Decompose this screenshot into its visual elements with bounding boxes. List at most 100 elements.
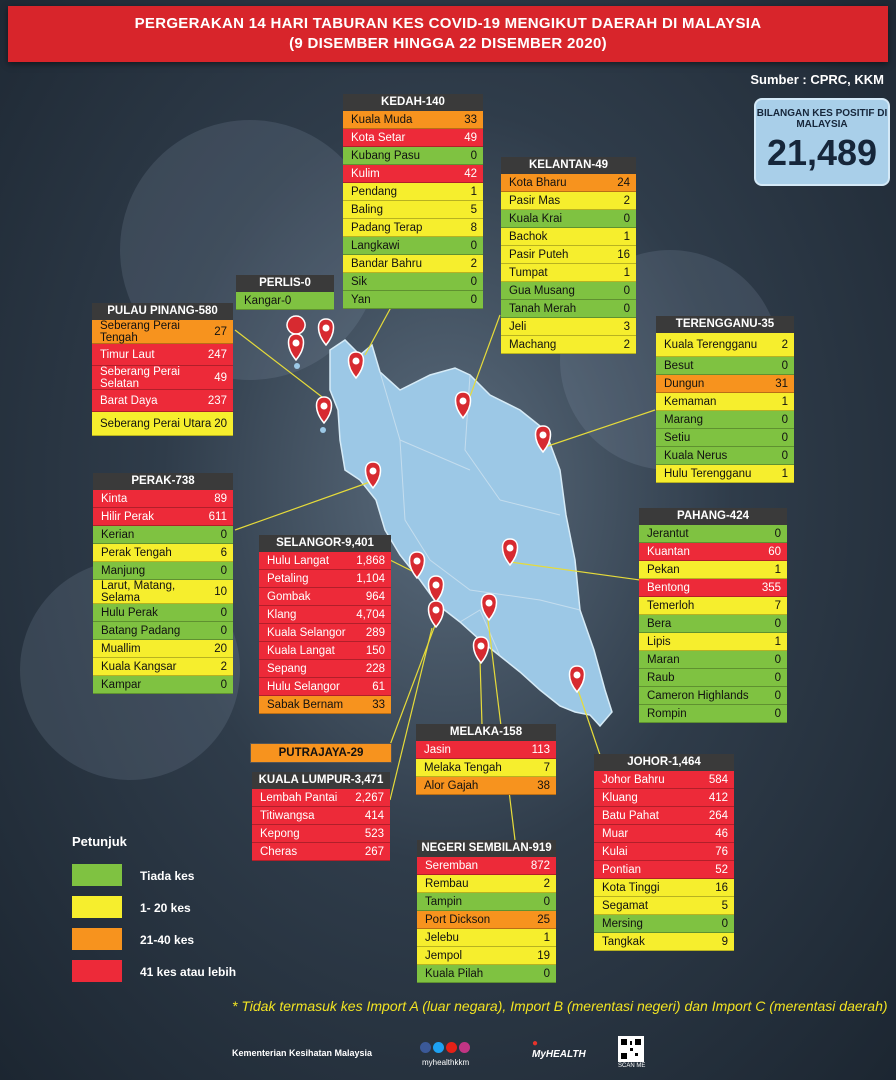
district-count: 355 [761, 581, 781, 594]
state-title: NEGERI SEMBILAN-919 [417, 840, 556, 857]
district-count: 150 [365, 644, 385, 657]
state-title: TERENGGANU-35 [656, 316, 794, 333]
district-row: Jeli 3 [501, 318, 636, 336]
district-name: Alor Gajah [424, 779, 479, 792]
district-name: Manjung [101, 564, 146, 577]
pin-penang-south-icon [315, 396, 333, 424]
district-count: 6 [220, 546, 227, 559]
table-pahang: PAHANG-424 Jerantut 0 Kuantan 60 Pekan 1 Benton… [639, 508, 787, 723]
district-count: 76 [715, 845, 728, 858]
district-count: 2 [623, 338, 630, 351]
district-count: 584 [708, 773, 728, 786]
district-count: 61 [372, 680, 385, 693]
district-name: Tanah Merah [509, 302, 577, 315]
total-cases-box: BILANGAN KES POSITIF DI MALAYSIA 21,489 [754, 98, 890, 186]
district-row: Titiwangsa 414 [252, 807, 390, 825]
district-row: Lembah Pantai 2,267 [252, 789, 390, 807]
district-count: 0 [470, 149, 477, 162]
table-pulau-pinang: PULAU PINANG-580 Seberang Perai Tengah 27 T… [92, 303, 233, 436]
district-row: Alor Gajah 38 [416, 777, 556, 795]
district-row: Kuala Terengganu 2 [656, 333, 794, 357]
district-count: 4,704 [356, 608, 385, 621]
district-name: Hulu Selangor [267, 680, 340, 693]
district-name: Seberang Perai Selatan [100, 365, 180, 390]
district-name: Gua Musang [509, 284, 575, 297]
district-count: 0 [781, 431, 788, 444]
district-name: Hulu Langat [267, 554, 330, 567]
district-row: Kuala Muda 33 [343, 111, 483, 129]
district-row: Manjung 0 [93, 562, 233, 580]
district-row: Kuala Langat 150 [259, 642, 391, 660]
table-melaka: MELAKA-158 Jasin 113 Melaka Tengah 7 Alor Gaj… [416, 724, 556, 795]
district-row: Bachok 1 [501, 228, 636, 246]
youtube-icon[interactable] [446, 1042, 457, 1053]
district-count: 27 [214, 325, 227, 338]
social-icons[interactable] [420, 1040, 472, 1058]
district-row: Bera 0 [639, 615, 787, 633]
district-name: Johor Bahru [602, 773, 665, 786]
district-count: 52 [715, 863, 728, 876]
district-row: Temerloh 7 [639, 597, 787, 615]
district-row: Batang Padang 0 [93, 622, 233, 640]
district-count: 8 [470, 221, 477, 234]
district-count: 10 [214, 585, 227, 598]
district-name: Perak Tengah [101, 546, 172, 559]
district-name: Klang [267, 608, 297, 621]
qr-code-icon[interactable] [618, 1036, 644, 1062]
district-count: 1,104 [356, 572, 385, 585]
district-row: Setiu 0 [656, 429, 794, 447]
table-johor: JOHOR-1,464 Johor Bahru 584 Kluang 412 Batu P… [594, 754, 734, 951]
district-name: Kangar-0 [244, 294, 292, 307]
district-row: Muar 46 [594, 825, 734, 843]
pin-pahang-icon [501, 538, 519, 566]
district-name: Cameron Highlands [647, 689, 749, 702]
district-name: Kluang [602, 791, 638, 804]
twitter-icon[interactable] [433, 1042, 444, 1053]
district-name: Kuala Selangor [267, 626, 346, 639]
district-row: Melaka Tengah 7 [416, 759, 556, 777]
legend-label-red: 41 kes atau lebih [140, 965, 237, 979]
district-count: 0 [774, 671, 781, 684]
pin-kl-icon [427, 575, 445, 603]
district-count: 2 [623, 194, 630, 207]
district-count: 0 [774, 527, 781, 540]
district-count: 25 [537, 913, 550, 926]
district-row: Kuala Selangor 289 [259, 624, 391, 642]
district-name: Hulu Terengganu [664, 467, 752, 480]
district-count: 20 [214, 642, 227, 655]
table-putrajaya: PUTRAJAYA-29 [250, 743, 392, 763]
state-title: SELANGOR-9,401 [259, 535, 391, 552]
district-row: Machang 2 [501, 336, 636, 354]
district-row: Raub 0 [639, 669, 787, 687]
district-count: 964 [365, 590, 385, 603]
district-count: 264 [708, 809, 728, 822]
district-row: Langkawi 0 [343, 237, 483, 255]
district-name: Timur Laut [100, 348, 155, 361]
district-row: Hulu Selangor 61 [259, 678, 391, 696]
district-count: 33 [372, 698, 385, 711]
district-name: Pasir Mas [509, 194, 561, 207]
district-row: Pasir Puteh 16 [501, 246, 636, 264]
district-name: Kemaman [664, 395, 717, 408]
district-name: Pontian [602, 863, 642, 876]
district-row: Rompin 0 [639, 705, 787, 723]
legend-swatch-green [72, 864, 122, 886]
district-count: 16 [715, 881, 728, 894]
table-negeri-sembilan: NEGERI SEMBILAN-919 Seremban 872 Rembau 2 Tam… [417, 840, 556, 983]
district-row: Kangar-0 [236, 292, 334, 310]
district-name: Port Dickson [425, 913, 491, 926]
district-name: Titiwangsa [260, 809, 315, 822]
district-name: Kota Bharu [509, 176, 567, 189]
pin-kedah-icon [347, 351, 365, 379]
district-row: Seremban 872 [417, 857, 556, 875]
district-count: 1 [623, 230, 630, 243]
district-row: Seberang Perai Selatan 49 [92, 366, 233, 390]
district-count: 0 [623, 302, 630, 315]
facebook-icon[interactable] [420, 1042, 431, 1053]
district-row: Tampin 0 [417, 893, 556, 911]
district-name: Kota Tinggi [602, 881, 660, 894]
district-row: Baling 5 [343, 201, 483, 219]
district-row: Yan 0 [343, 291, 483, 309]
instagram-icon[interactable] [459, 1042, 470, 1053]
legend-swatch-red [72, 960, 122, 982]
